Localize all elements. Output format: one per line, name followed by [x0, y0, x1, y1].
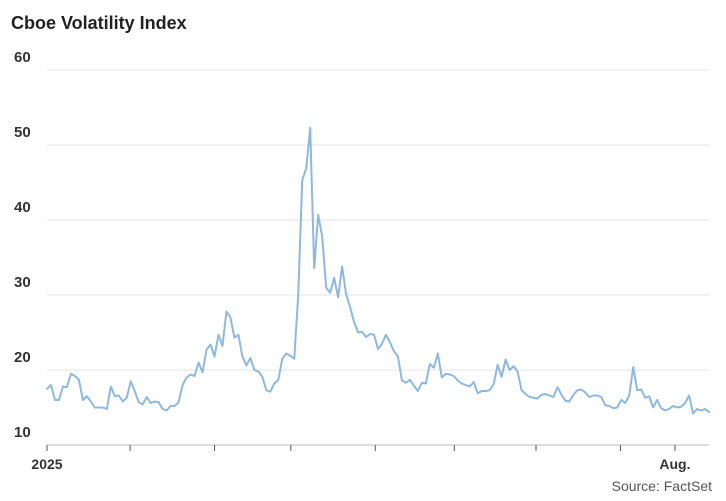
y-tick-label: 20 — [14, 349, 31, 366]
y-tick-label: 50 — [14, 124, 31, 141]
vix-series-line — [46, 126, 710, 415]
x-axis: 2025 Aug. — [31, 445, 691, 472]
y-tick-label: 10 — [14, 424, 31, 441]
y-axis: 10 20 30 40 50 60 — [14, 49, 31, 441]
gridlines — [47, 69, 709, 446]
source-note: Source: FactSet — [611, 478, 712, 494]
y-tick-label: 30 — [14, 274, 31, 291]
x-tick-label: 2025 — [31, 456, 62, 472]
y-tick-label: 60 — [14, 49, 31, 66]
y-tick-label: 40 — [14, 199, 31, 216]
x-tick-label: Aug. — [659, 456, 690, 472]
chart-title: Cboe Volatility Index — [11, 13, 187, 33]
